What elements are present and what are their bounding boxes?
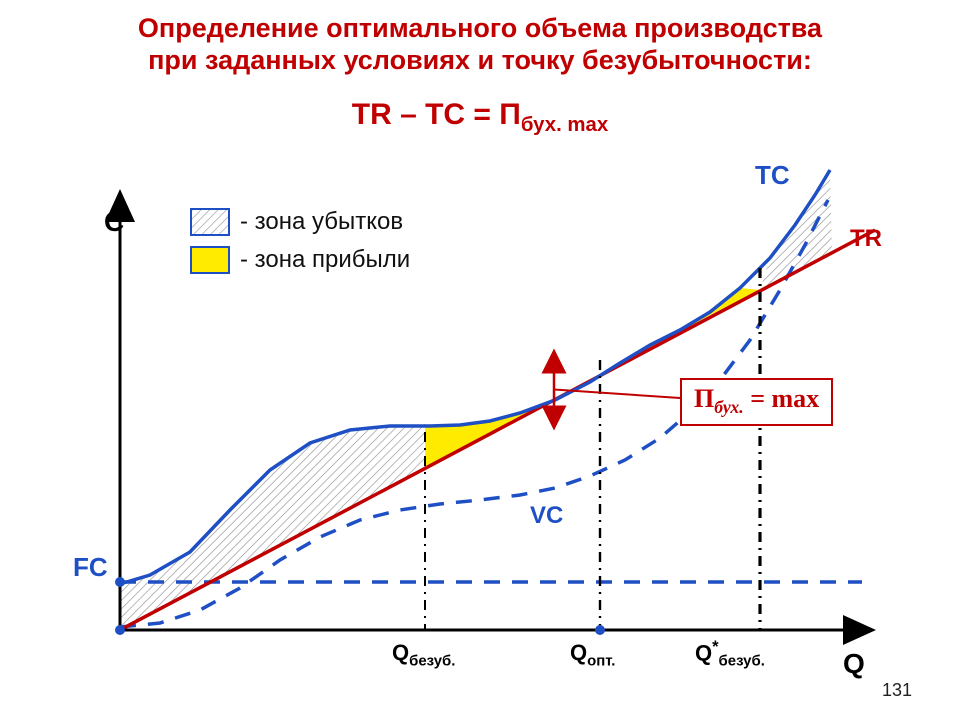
label-tc: TC [755,160,790,191]
axis-label-x: Q [843,648,865,680]
label-vc: VC [530,502,563,530]
loss-zone-left [120,424,425,630]
q-be-sub: безуб. [409,652,455,669]
tr-line [120,230,875,630]
q-star-sub: безуб. [719,653,765,670]
pi-connector [554,390,680,399]
label-fc: FC [73,552,108,583]
q-be-q: Q [392,640,409,665]
q-star-q: Q [695,640,712,665]
q-star-label: Q*безуб. [695,638,765,670]
dot-origin [115,625,125,635]
q-opt-sub: опт. [587,652,615,669]
slide-root: Определение оптимального объема производ… [0,0,960,720]
pi-box-sub: бух. [714,397,743,417]
dot-fc [115,577,125,587]
slide-number: 131 [882,680,912,701]
pi-box-main: П [694,384,714,413]
pi-max-box: Пбух. = max [680,378,833,426]
label-tr: TR [850,225,882,253]
q-be-label: Qбезуб. [392,640,455,669]
chart-svg [0,0,960,720]
q-opt-q: Q [570,640,587,665]
dot-q-opt [595,625,605,635]
pi-box-tail: = max [744,384,819,413]
axis-label-y: C [104,206,124,238]
q-opt-label: Qопт. [570,640,615,669]
